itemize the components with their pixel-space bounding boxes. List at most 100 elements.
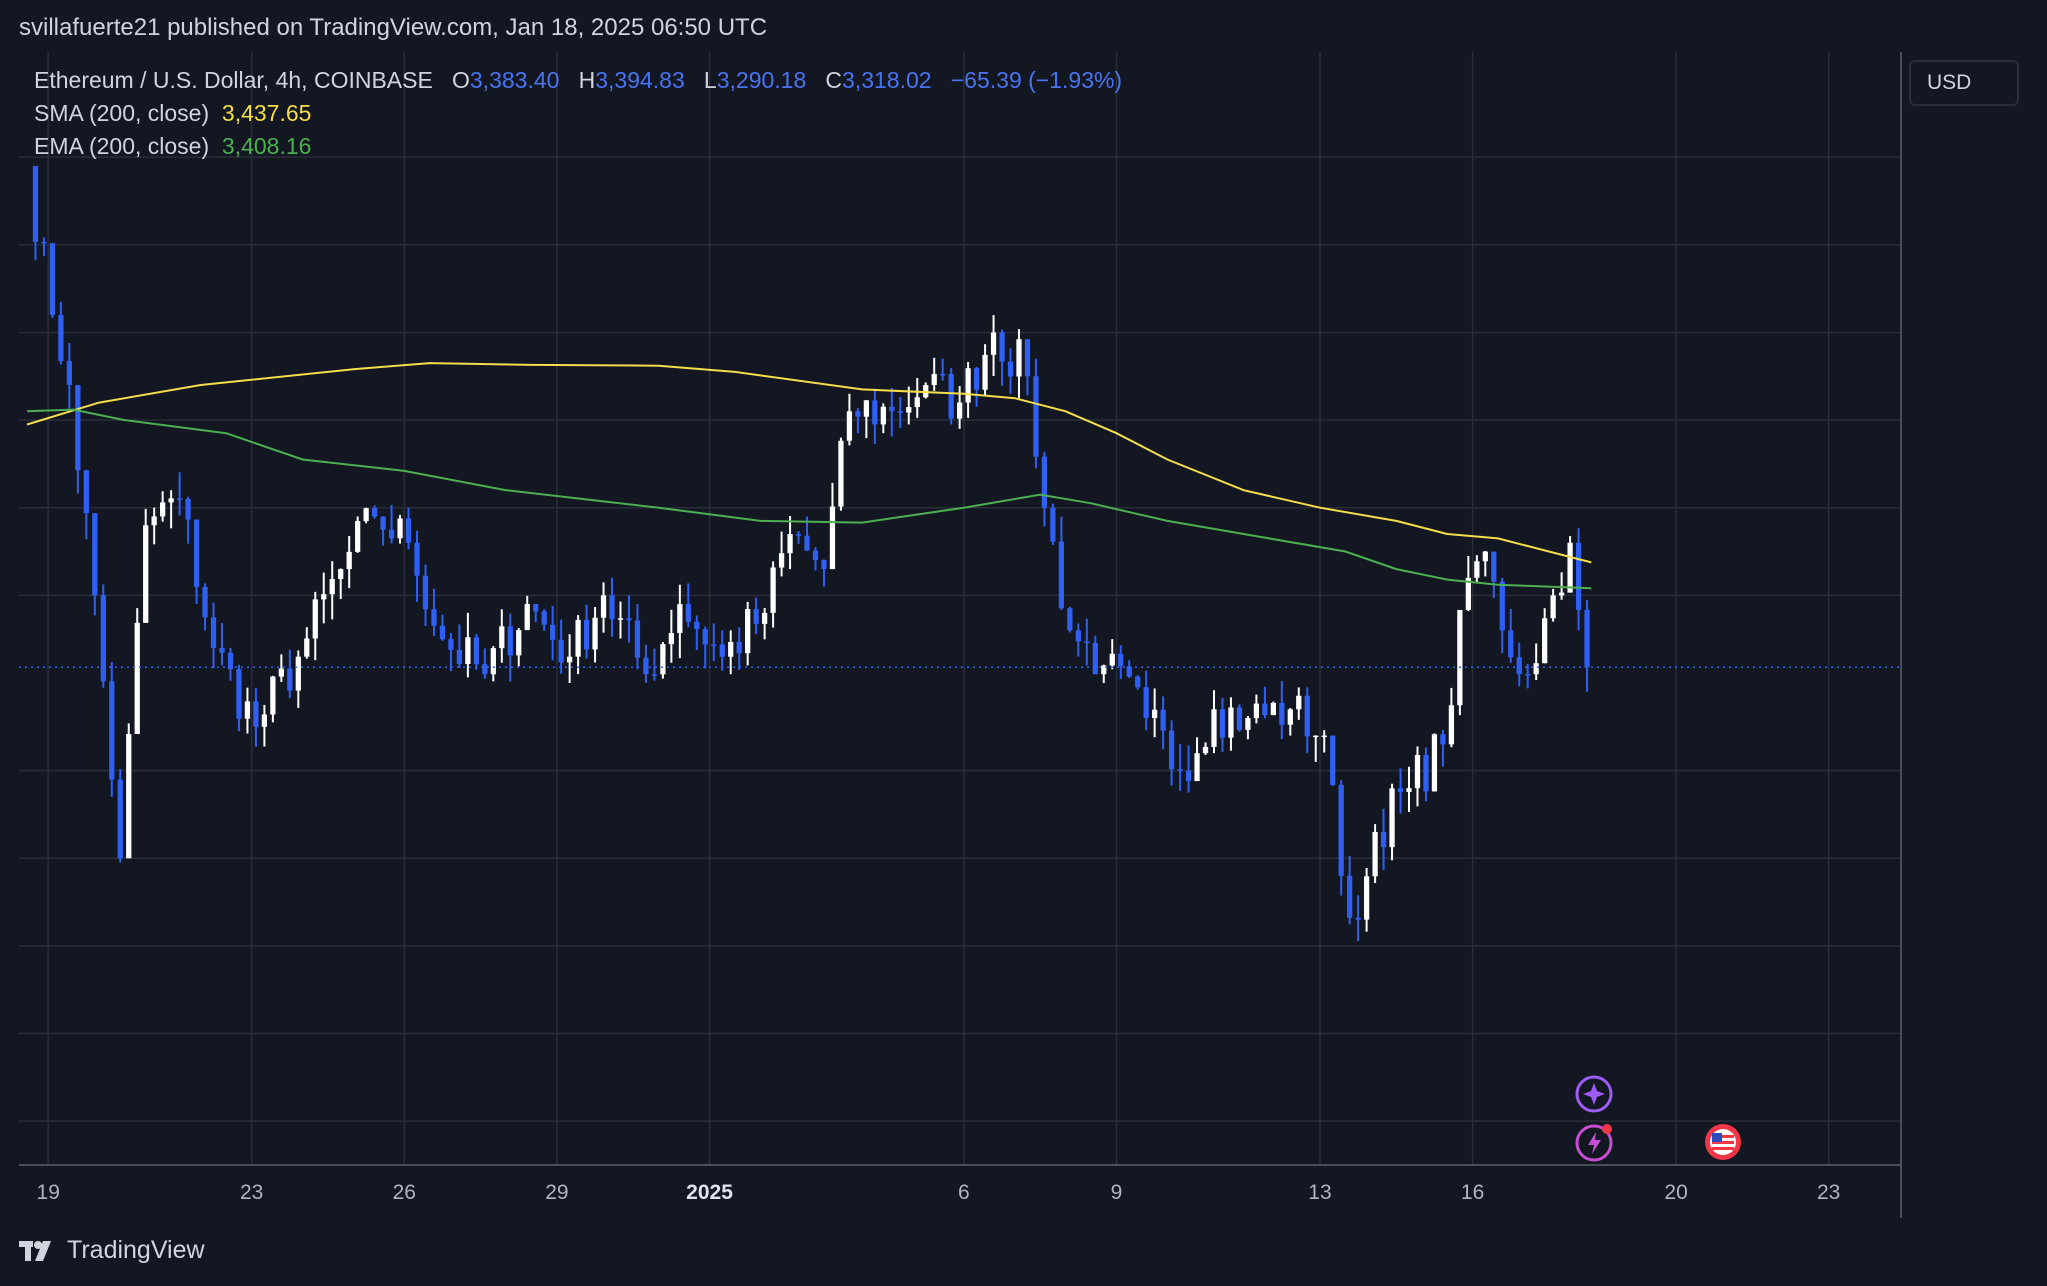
ema-label: EMA (200, close) xyxy=(34,133,210,159)
candle-body xyxy=(1431,734,1438,792)
candle-body xyxy=(134,622,140,735)
chart-frame[interactable]: 3,318.0201:09:39 3,900.003,800.003,700.0… xyxy=(19,52,1904,1218)
candle-body xyxy=(1279,702,1285,725)
candle-body xyxy=(439,625,446,640)
candle-body xyxy=(1135,676,1141,688)
high-label: H xyxy=(578,67,596,93)
candle-body xyxy=(202,587,208,618)
candle-body xyxy=(270,676,276,715)
candle-body xyxy=(999,332,1005,362)
candle-body xyxy=(906,407,912,413)
candle-body xyxy=(583,619,590,650)
indicator-lines xyxy=(26,362,1592,590)
candle-body xyxy=(405,518,412,543)
candle-body xyxy=(1542,618,1548,664)
candle-body xyxy=(329,579,335,595)
candle-body xyxy=(524,604,530,631)
candle-body xyxy=(1414,755,1421,789)
candle-body xyxy=(117,779,123,859)
candle-body xyxy=(1194,753,1200,782)
candle-body xyxy=(83,470,89,514)
candle-body xyxy=(558,639,564,663)
candle-body xyxy=(634,620,641,658)
candle-body xyxy=(295,656,301,691)
sma-value: 3,437.65 xyxy=(221,100,312,126)
candle-body xyxy=(287,668,293,691)
candle-body xyxy=(566,656,573,663)
us-flag-icon[interactable] xyxy=(1702,1121,1744,1168)
sma-label: SMA (200, close) xyxy=(34,100,210,126)
candle-body xyxy=(1499,581,1505,631)
candle-body xyxy=(1092,643,1098,675)
candle-body xyxy=(66,361,73,386)
candle-body xyxy=(1270,702,1276,716)
candles xyxy=(32,165,1590,942)
candle-body xyxy=(1491,551,1497,582)
candle-body xyxy=(1448,705,1455,745)
candle-body xyxy=(422,575,429,610)
candle-body xyxy=(821,560,827,570)
candle-body xyxy=(1389,788,1395,848)
candle-body xyxy=(617,618,624,620)
candle-body xyxy=(1101,665,1107,675)
candle-body xyxy=(1550,595,1556,619)
open-value: 3,383.40 xyxy=(469,67,560,93)
candle-body xyxy=(244,701,251,719)
x-tick-label: 16 xyxy=(1461,1181,1484,1204)
candle-body xyxy=(1016,339,1022,377)
candle-body xyxy=(651,674,658,676)
candle-body xyxy=(507,626,513,656)
candle-body xyxy=(626,618,632,621)
sparkle-icon[interactable] xyxy=(1574,1074,1614,1119)
candle-body xyxy=(931,373,937,386)
candle-body xyxy=(465,637,471,664)
candle-body xyxy=(261,714,268,727)
candle-body xyxy=(210,617,217,648)
symbol-title: Ethereum / U.S. Dollar, 4h, COINBASE xyxy=(34,67,433,93)
candle-body xyxy=(388,529,395,539)
candle-body xyxy=(745,609,751,654)
x-tick-label: 2025 xyxy=(686,1181,733,1204)
price-chart[interactable]: 3,318.0201:09:39 3,900.003,800.003,700.0… xyxy=(19,52,1904,1218)
candle-body xyxy=(58,314,64,362)
x-tick-label: 23 xyxy=(1817,1181,1840,1204)
x-tick-label: 29 xyxy=(545,1181,568,1204)
candle-body xyxy=(185,498,191,520)
lightning-icon[interactable] xyxy=(1574,1121,1616,1168)
candle-body xyxy=(889,406,895,412)
candle-body xyxy=(1406,788,1412,792)
candle-body xyxy=(236,669,242,719)
candle-body xyxy=(787,534,793,554)
brand[interactable]: TradingView xyxy=(19,1236,205,1265)
candle-body xyxy=(1372,831,1378,877)
candle-body xyxy=(592,617,598,650)
candle-body xyxy=(1304,695,1310,737)
candle-body xyxy=(1185,770,1192,782)
candle-body xyxy=(575,619,581,657)
candle-body xyxy=(1330,735,1336,785)
candle-body xyxy=(1465,577,1471,610)
candle-body xyxy=(1245,718,1251,730)
candle-body xyxy=(660,644,666,675)
candle-body xyxy=(982,354,988,390)
candle-body xyxy=(1177,769,1183,771)
candle-body xyxy=(100,595,106,682)
currency-button[interactable]: USD xyxy=(1909,60,2019,106)
candle-body xyxy=(41,241,47,244)
candle-body xyxy=(1007,361,1014,377)
candle-body xyxy=(1457,609,1463,706)
candle-body xyxy=(1380,831,1387,848)
candle-body xyxy=(355,521,361,552)
sma-line xyxy=(26,362,1592,564)
candle-body xyxy=(736,641,742,654)
candle-body xyxy=(728,641,734,657)
ema-line xyxy=(26,408,1592,590)
candle-body xyxy=(380,516,386,530)
candle-body xyxy=(804,535,810,551)
candle-body xyxy=(863,400,870,417)
candle-body xyxy=(990,332,997,355)
candle-body xyxy=(227,652,234,670)
candle-body xyxy=(855,411,861,417)
candle-body xyxy=(1041,456,1048,508)
legend: Ethereum / U.S. Dollar, 4h, COINBASE O3,… xyxy=(34,64,1122,163)
